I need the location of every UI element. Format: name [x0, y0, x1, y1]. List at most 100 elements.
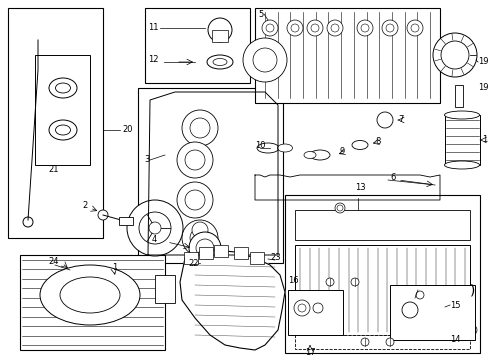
Bar — [119, 217, 133, 225]
Circle shape — [381, 20, 397, 36]
Text: 18: 18 — [481, 135, 488, 144]
Circle shape — [290, 24, 298, 32]
Bar — [20, 255, 164, 350]
Circle shape — [23, 217, 33, 227]
Circle shape — [312, 303, 323, 313]
Circle shape — [326, 20, 342, 36]
Circle shape — [306, 20, 323, 36]
Bar — [183, 252, 198, 264]
Ellipse shape — [49, 78, 77, 98]
Text: 15: 15 — [449, 301, 460, 310]
Circle shape — [192, 222, 207, 238]
Circle shape — [410, 24, 418, 32]
Circle shape — [190, 118, 209, 138]
Bar — [249, 252, 264, 264]
Ellipse shape — [206, 55, 232, 69]
Circle shape — [192, 237, 207, 253]
Text: 12: 12 — [148, 55, 158, 64]
Circle shape — [406, 20, 422, 36]
Text: 22: 22 — [187, 258, 198, 267]
Bar — [389, 285, 474, 340]
Bar — [155, 275, 175, 303]
Bar — [254, 8, 439, 103]
Circle shape — [184, 190, 204, 210]
Bar — [294, 210, 469, 240]
Text: ): ) — [469, 283, 474, 297]
Circle shape — [334, 203, 345, 213]
Circle shape — [182, 110, 218, 146]
Bar — [35, 55, 90, 165]
Text: 6: 6 — [389, 174, 395, 183]
Text: 21: 21 — [48, 166, 59, 175]
Text: 23: 23 — [269, 253, 280, 262]
Circle shape — [432, 33, 476, 77]
Circle shape — [330, 24, 338, 32]
Ellipse shape — [213, 58, 226, 66]
Text: 2: 2 — [82, 201, 87, 210]
Bar — [212, 30, 227, 42]
Circle shape — [310, 24, 318, 32]
Ellipse shape — [257, 143, 279, 153]
Circle shape — [177, 182, 213, 218]
Ellipse shape — [309, 150, 329, 160]
Text: 19: 19 — [477, 84, 488, 93]
Circle shape — [356, 20, 372, 36]
Ellipse shape — [304, 152, 315, 158]
Bar — [294, 245, 469, 335]
Bar — [454, 85, 462, 107]
Bar — [287, 290, 342, 335]
Text: 24: 24 — [48, 257, 59, 266]
Circle shape — [360, 338, 368, 346]
Text: 13: 13 — [354, 183, 365, 192]
Text: 1: 1 — [112, 264, 117, 273]
Text: 17: 17 — [304, 348, 315, 357]
Circle shape — [184, 150, 204, 170]
Circle shape — [466, 325, 476, 335]
Circle shape — [177, 142, 213, 178]
Circle shape — [336, 205, 342, 211]
Circle shape — [190, 228, 209, 248]
Circle shape — [98, 210, 108, 220]
Text: 19: 19 — [477, 58, 488, 67]
Ellipse shape — [55, 125, 70, 135]
Text: 20: 20 — [122, 126, 132, 135]
Circle shape — [262, 20, 278, 36]
Bar — [145, 8, 249, 83]
Circle shape — [127, 200, 183, 256]
Bar — [214, 245, 227, 257]
Bar — [234, 247, 247, 259]
Ellipse shape — [40, 265, 140, 325]
Ellipse shape — [60, 277, 120, 313]
Text: 16: 16 — [287, 276, 298, 285]
Ellipse shape — [444, 161, 479, 169]
Circle shape — [139, 212, 171, 244]
Text: 9: 9 — [339, 148, 345, 157]
Circle shape — [207, 18, 231, 42]
Circle shape — [243, 38, 286, 82]
Text: 5: 5 — [258, 10, 263, 19]
Circle shape — [385, 338, 393, 346]
Ellipse shape — [55, 83, 70, 93]
Bar — [285, 195, 479, 353]
Bar — [199, 247, 213, 259]
Circle shape — [385, 24, 393, 32]
Circle shape — [376, 112, 392, 128]
Circle shape — [440, 41, 468, 69]
Circle shape — [415, 291, 423, 299]
Circle shape — [265, 24, 273, 32]
Circle shape — [360, 24, 368, 32]
Ellipse shape — [351, 140, 367, 149]
Text: 11: 11 — [148, 23, 158, 32]
Circle shape — [468, 328, 473, 333]
Polygon shape — [148, 92, 278, 255]
Ellipse shape — [444, 111, 479, 119]
Circle shape — [297, 304, 305, 312]
Bar — [294, 335, 469, 349]
Text: 3: 3 — [143, 156, 149, 165]
Circle shape — [401, 302, 417, 318]
Bar — [138, 88, 283, 263]
Bar — [444, 115, 479, 165]
Circle shape — [189, 232, 221, 264]
Circle shape — [196, 239, 214, 257]
Text: 10: 10 — [254, 140, 265, 149]
